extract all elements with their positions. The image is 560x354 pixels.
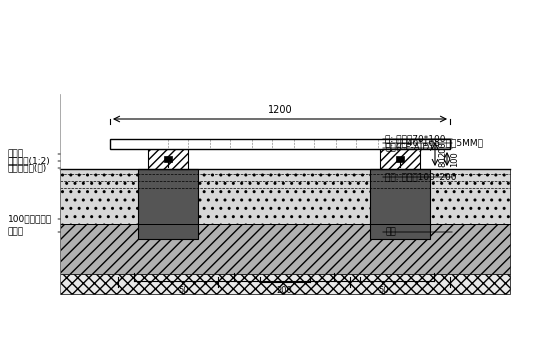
Bar [60,224,510,274]
Text: 100厚混凝土板: 100厚混凝土板 [8,215,52,223]
Text: 50: 50 [379,286,389,295]
Text: 槽板: 槽板 [385,228,396,236]
Text: 细石混凝土(细): 细石混凝土(细) [8,164,47,172]
Text: 砼板: 细石砼100*200: 砼板: 细石砼100*200 [385,172,456,182]
Bar [138,169,198,239]
Text: 50: 50 [179,286,189,295]
Bar [380,149,420,169]
Bar [164,156,172,162]
Text: 200: 200 [438,141,447,157]
Bar [60,169,510,224]
Text: 土垫层: 土垫层 [8,228,24,236]
Text: 螺栓(CF-AJD): 螺栓(CF-AJD) [385,143,433,153]
Text: 防滑条: 防滑条 [8,149,24,159]
Text: 板: 规格40*105, 间隔5MM拼: 板: 规格40*105, 间隔5MM拼 [385,138,483,148]
Text: 100: 100 [450,151,459,167]
Text: 80: 80 [438,157,447,167]
Bar [110,139,450,149]
Bar [60,274,510,294]
Bar [396,156,404,162]
Text: 龙: 规格料70*100: 龙: 规格料70*100 [385,135,446,143]
Text: 200: 200 [276,286,292,295]
Text: 1200: 1200 [268,105,292,115]
Text: 水泥胶浆(1:2): 水泥胶浆(1:2) [8,156,51,166]
Bar [370,169,430,239]
Bar [148,149,188,169]
